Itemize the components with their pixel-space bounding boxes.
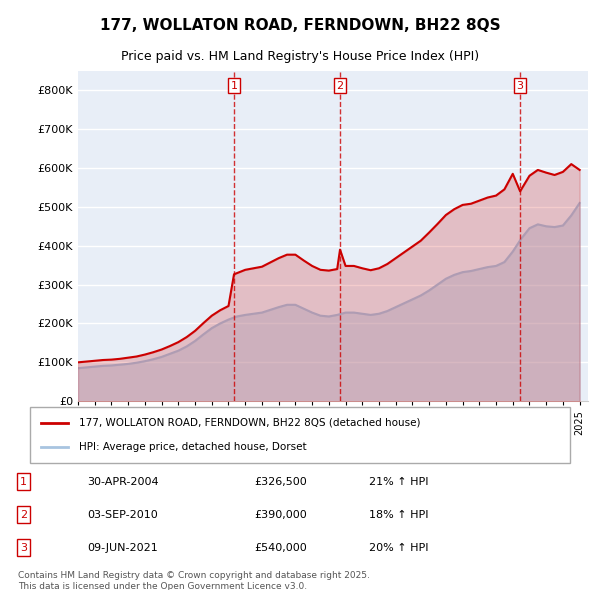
Text: 177, WOLLATON ROAD, FERNDOWN, BH22 8QS (detached house): 177, WOLLATON ROAD, FERNDOWN, BH22 8QS (… xyxy=(79,418,420,428)
Text: 3: 3 xyxy=(20,543,27,553)
Text: HPI: Average price, detached house, Dorset: HPI: Average price, detached house, Dors… xyxy=(79,442,306,453)
Text: 2: 2 xyxy=(20,510,27,520)
Text: 3: 3 xyxy=(517,81,524,91)
Text: 2: 2 xyxy=(337,81,344,91)
Text: £390,000: £390,000 xyxy=(254,510,307,520)
Text: 09-JUN-2021: 09-JUN-2021 xyxy=(87,543,158,553)
Text: 21% ↑ HPI: 21% ↑ HPI xyxy=(369,477,428,487)
Text: 03-SEP-2010: 03-SEP-2010 xyxy=(87,510,158,520)
Text: 18% ↑ HPI: 18% ↑ HPI xyxy=(369,510,428,520)
Text: £540,000: £540,000 xyxy=(254,543,307,553)
Text: 177, WOLLATON ROAD, FERNDOWN, BH22 8QS: 177, WOLLATON ROAD, FERNDOWN, BH22 8QS xyxy=(100,18,500,32)
Text: 1: 1 xyxy=(230,81,238,91)
Text: 1: 1 xyxy=(20,477,27,487)
Text: Contains HM Land Registry data © Crown copyright and database right 2025.
This d: Contains HM Land Registry data © Crown c… xyxy=(18,571,370,590)
Text: 20% ↑ HPI: 20% ↑ HPI xyxy=(369,543,428,553)
FancyBboxPatch shape xyxy=(30,407,570,463)
Text: 30-APR-2004: 30-APR-2004 xyxy=(87,477,158,487)
Text: £326,500: £326,500 xyxy=(254,477,307,487)
Text: Price paid vs. HM Land Registry's House Price Index (HPI): Price paid vs. HM Land Registry's House … xyxy=(121,50,479,63)
